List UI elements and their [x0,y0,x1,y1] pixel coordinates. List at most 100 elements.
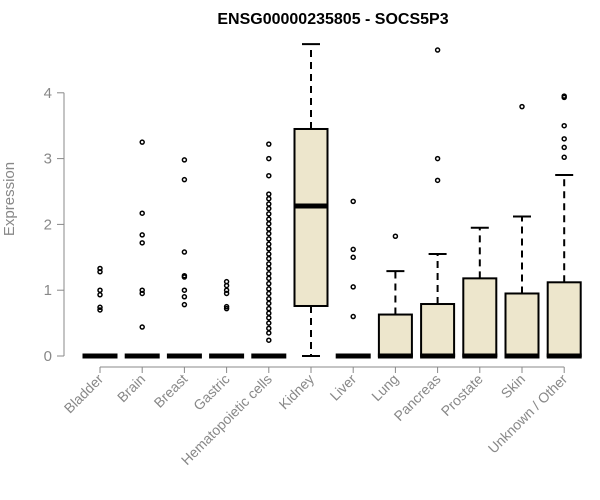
outlier-point [139,210,145,216]
outlier-point [266,330,272,336]
outlier-point [181,287,188,293]
outlier-point [266,271,272,277]
outlier-point [223,303,230,310]
box-skin [504,103,540,359]
box-iqr [420,303,456,358]
outlier-point [223,305,230,312]
outlier-point [266,296,272,302]
box-bladder [82,265,118,359]
outlier-point [223,287,230,293]
box-unknown-other [546,93,582,359]
outlier-point [97,304,103,311]
outlier-point [266,280,272,287]
y-tick-label: 0 [44,348,52,365]
outlier-point [97,287,103,293]
outlier-point [266,201,272,207]
outlier-point [139,139,145,145]
box-breast [166,157,202,359]
y-tick-label: 4 [44,85,52,102]
outlier-point [139,240,145,246]
x-tick-label: Bladder [61,371,107,417]
boxes-group [82,43,582,359]
outlier-point [266,300,272,307]
x-tick-label: Brain [114,371,148,405]
outlier-point [266,261,272,267]
box-iqr [462,277,498,357]
outlier-point [266,236,272,242]
box-iqr [546,281,582,357]
box-liver [335,198,371,359]
box-gastric [209,278,245,359]
outlier-point [434,177,441,184]
x-tick-label: Unknown / Other [485,371,571,457]
y-tick-label: 1 [44,282,52,299]
outlier-point [561,144,567,151]
box-brain [124,139,160,359]
box-iqr [293,127,329,307]
outlier-point [181,301,188,308]
chart-title: ENSG00000235805 - SOCS5P3 [217,11,448,28]
outlier-point [181,272,188,279]
y-axis: 0 1 2 3 4 [44,85,65,365]
outlier-point [519,103,525,110]
outlier-point [266,325,272,332]
outlier-point [266,320,272,326]
outlier-point [266,230,272,237]
outlier-point [266,245,272,252]
outlier-point [266,205,272,212]
outlier-point [266,195,272,202]
x-tick-label: Pancreas [391,371,444,424]
x-tick-label: Skin [498,371,529,402]
outlier-point [139,232,145,238]
outlier-point [350,313,356,320]
outlier-point [266,226,272,232]
outlier-point [434,155,441,162]
outlier-point [350,246,356,253]
outlier-point [266,191,272,197]
outlier-point [181,249,188,255]
y-tick-label: 2 [44,216,52,233]
outlier-point [266,241,272,247]
outlier-point [139,324,145,330]
x-tick-label: Kidney [276,371,318,413]
outlier-point [266,141,272,147]
outlier-point [97,307,103,313]
outlier-point [266,310,272,316]
outlier-point [561,93,567,99]
outlier-point [266,211,272,217]
outlier-point [181,294,188,300]
outlier-point [266,337,272,343]
outlier-point [266,172,272,179]
box-prostate [462,226,498,359]
box-lung [377,233,413,359]
y-axis-label: Expression [1,162,18,236]
box-pancreas [420,47,456,359]
outlier-point [266,275,272,282]
outlier-point [266,305,272,312]
outlier-point [223,278,230,285]
outlier-point [266,286,272,292]
x-tick-label: Prostate [438,371,486,419]
outlier-point [350,198,356,205]
box-kidney [293,43,329,357]
outlier-point [392,233,399,239]
outlier-point [561,154,567,161]
outlier-point [266,251,272,257]
outlier-point [266,255,272,262]
box-iqr [377,313,413,357]
outlier-point [561,136,567,142]
x-tick-label: Liver [327,371,360,404]
outlier-point [266,216,272,222]
outlier-point [561,122,567,129]
x-tick-label: Lung [368,371,401,404]
outlier-point [266,290,272,297]
outlier-point [266,315,272,321]
outlier-point [434,47,441,53]
outlier-point [97,292,103,298]
outlier-point [181,157,188,163]
outlier-point [139,287,145,293]
outlier-point [266,220,272,227]
x-tick-label: Breast [151,371,191,411]
